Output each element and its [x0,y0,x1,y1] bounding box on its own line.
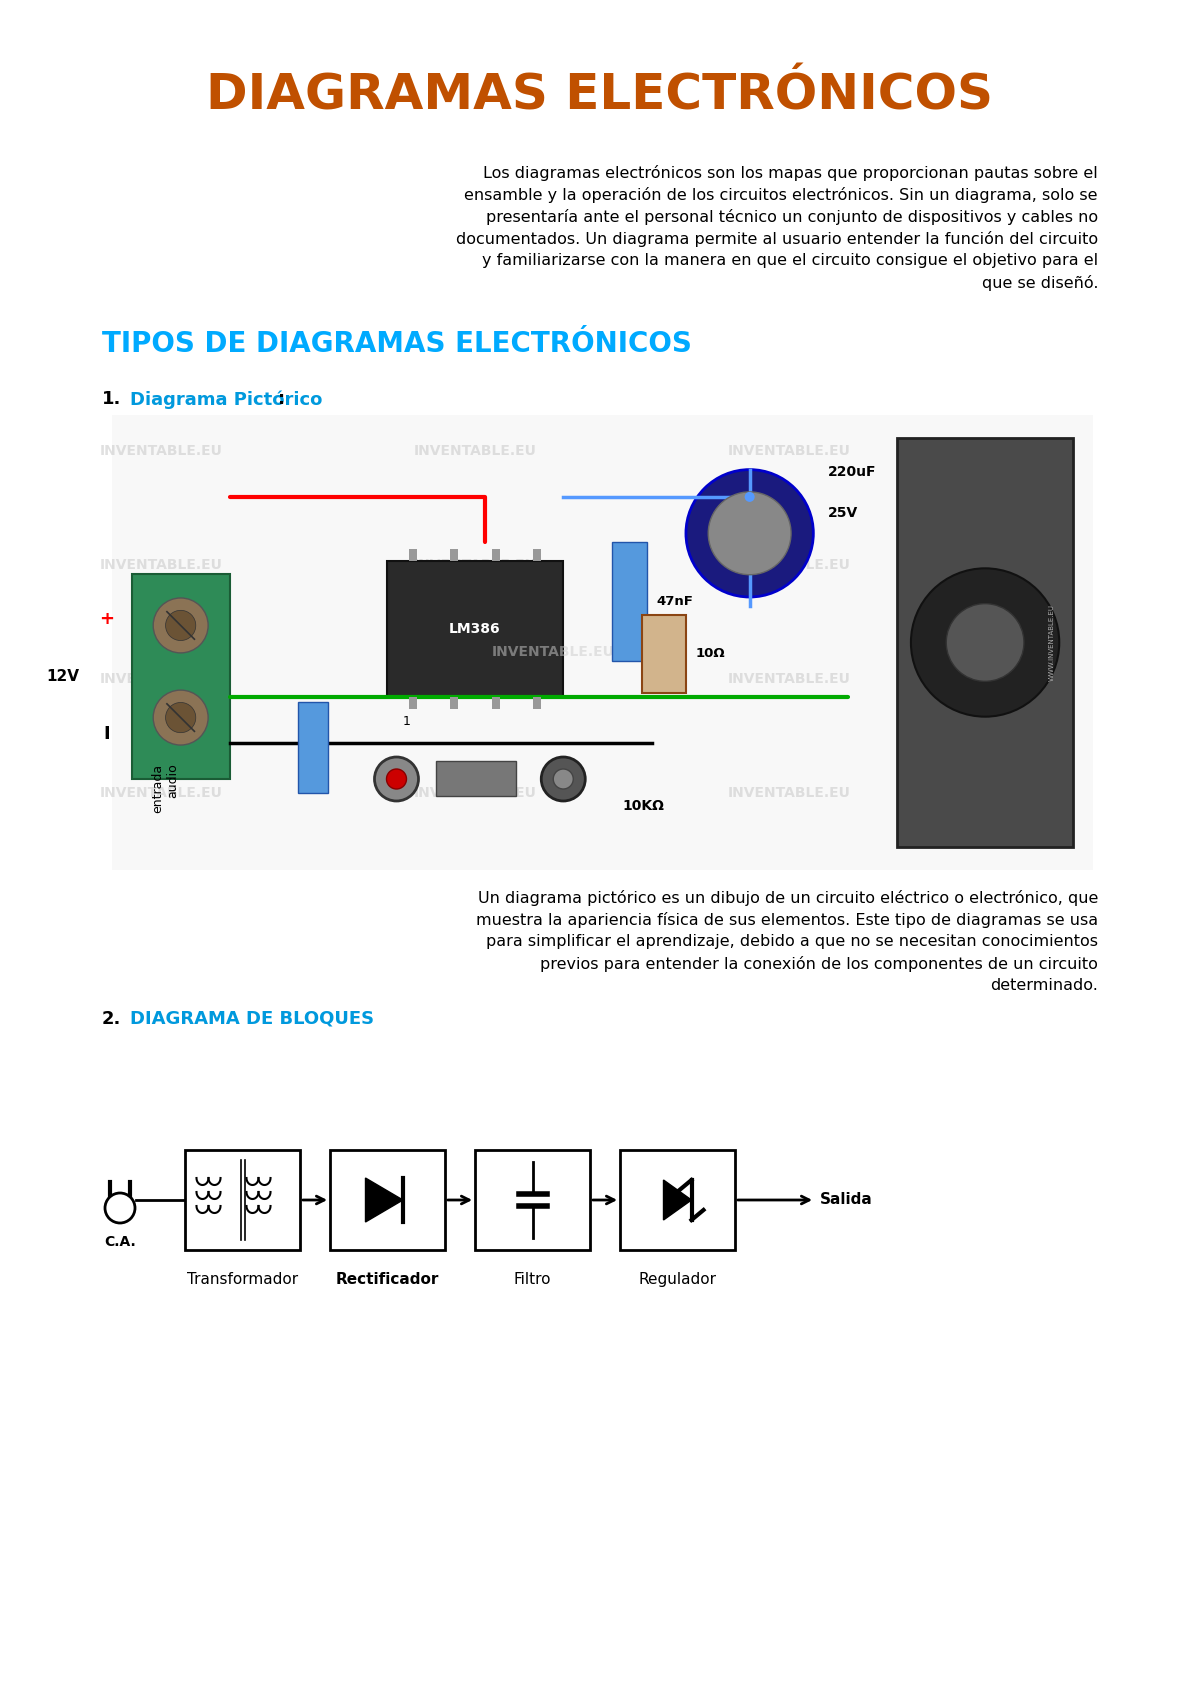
Text: +: + [100,610,114,628]
Text: +: + [743,494,756,509]
Text: Diagrama Pictórico: Diagrama Pictórico [130,391,323,409]
Text: Filtro: Filtro [514,1272,551,1287]
Text: presentaría ante el personal técnico un conjunto de dispositivos y cables no: presentaría ante el personal técnico un … [486,209,1098,226]
Circle shape [911,569,1060,717]
Text: 1.: 1. [102,391,121,408]
Text: INVENTABLE.EU: INVENTABLE.EU [727,445,851,458]
Text: para simplificar el aprendizaje, debido a que no se necesitan conocimientos: para simplificar el aprendizaje, debido … [486,934,1098,949]
Bar [330,1150,445,1250]
Text: 25V: 25V [828,506,858,520]
Circle shape [745,492,755,503]
Text: muestra la apariencia física de sus elementos. Este tipo de diagramas se usa: muestra la apariencia física de sus elem… [476,912,1098,929]
Text: INVENTABLE.EU: INVENTABLE.EU [414,559,536,572]
Circle shape [374,757,419,801]
Text: determinado.: determinado. [990,978,1098,993]
Text: previos para entender la conexión de los componentes de un circuito: previos para entender la conexión de los… [540,956,1098,971]
Circle shape [947,604,1024,681]
Text: 220nF: 220nF [308,728,318,766]
Circle shape [686,470,814,598]
Polygon shape [366,1178,403,1223]
Bar [132,574,229,779]
Bar [450,548,457,560]
Text: DIAGRAMAS ELECTRÓNICOS: DIAGRAMAS ELECTRÓNICOS [206,71,994,119]
Text: 10Ω: 10Ω [696,647,725,661]
Text: que se diseñó.: que se diseñó. [982,275,1098,290]
Text: entrada
audio: entrada audio [151,764,179,813]
Text: DIAGRAMA DE BLOQUES: DIAGRAMA DE BLOQUES [130,1010,374,1027]
Circle shape [708,492,791,574]
Bar [533,698,541,710]
Text: 2.: 2. [102,1010,121,1027]
Bar [533,548,541,560]
Text: documentados. Un diagrama permite al usuario entender la función del circuito: documentados. Un diagrama permite al usu… [456,231,1098,246]
Bar [620,1150,734,1250]
Bar [492,698,500,710]
Circle shape [386,769,407,790]
Polygon shape [664,1180,691,1219]
Text: INVENTABLE.EU: INVENTABLE.EU [414,672,536,686]
Text: Un diagrama pictórico es un dibujo de un circuito eléctrico o electrónico, que: Un diagrama pictórico es un dibujo de un… [478,890,1098,907]
Text: Los diagramas electrónicos son los mapas que proporcionan pautas sobre el: Los diagramas electrónicos son los mapas… [484,165,1098,182]
Text: C.A.: C.A. [104,1234,136,1250]
Bar [642,615,686,693]
Text: INVENTABLE.EU: INVENTABLE.EU [727,786,851,800]
Text: TIPOS DE DIAGRAMAS ELECTRÓNICOS: TIPOS DE DIAGRAMAS ELECTRÓNICOS [102,329,692,358]
Text: INVENTABLE.EU: INVENTABLE.EU [100,672,222,686]
Text: INVENTABLE.EU: INVENTABLE.EU [727,559,851,572]
Bar [299,701,328,793]
Bar [450,698,457,710]
Text: 12V: 12V [47,669,79,684]
Bar [612,542,647,661]
Text: I: I [103,725,110,744]
Text: INVENTABLE.EU: INVENTABLE.EU [727,672,851,686]
Text: Salida: Salida [820,1192,872,1207]
Bar [112,414,1093,869]
Text: 1: 1 [402,715,410,728]
Circle shape [166,610,196,640]
Text: y familiarizarse con la manera en que el circuito consigue el objetivo para el: y familiarizarse con la manera en que el… [482,253,1098,268]
Text: Rectificador: Rectificador [336,1272,439,1287]
Circle shape [166,703,196,732]
Text: WWW.INVENTABLE.EU: WWW.INVENTABLE.EU [1049,604,1055,681]
Circle shape [154,689,208,745]
Text: INVENTABLE.EU: INVENTABLE.EU [414,445,536,458]
Bar [492,548,500,560]
Text: 220uF: 220uF [828,465,877,479]
Bar [386,560,563,698]
Text: LM386: LM386 [449,621,500,635]
Text: INVENTABLE.EU: INVENTABLE.EU [414,786,536,800]
Text: :: : [278,391,286,408]
Bar [436,761,516,796]
Text: 10KΩ: 10KΩ [622,800,664,813]
Text: INVENTABLE.EU: INVENTABLE.EU [492,645,614,659]
Bar [475,1150,590,1250]
Bar [896,438,1073,847]
Text: ensamble y la operación de los circuitos electrónicos. Sin un diagrama, solo se: ensamble y la operación de los circuitos… [464,187,1098,204]
Circle shape [154,598,208,654]
Text: Regulador: Regulador [638,1272,716,1287]
Circle shape [553,769,574,790]
Bar [409,548,418,560]
Bar [185,1150,300,1250]
Circle shape [541,757,586,801]
Text: INVENTABLE.EU: INVENTABLE.EU [100,445,222,458]
Text: 47nF: 47nF [656,594,694,608]
Text: INVENTABLE.EU: INVENTABLE.EU [100,786,222,800]
Bar [409,698,418,710]
Text: INVENTABLE.EU: INVENTABLE.EU [100,559,222,572]
Text: Transformador: Transformador [187,1272,298,1287]
